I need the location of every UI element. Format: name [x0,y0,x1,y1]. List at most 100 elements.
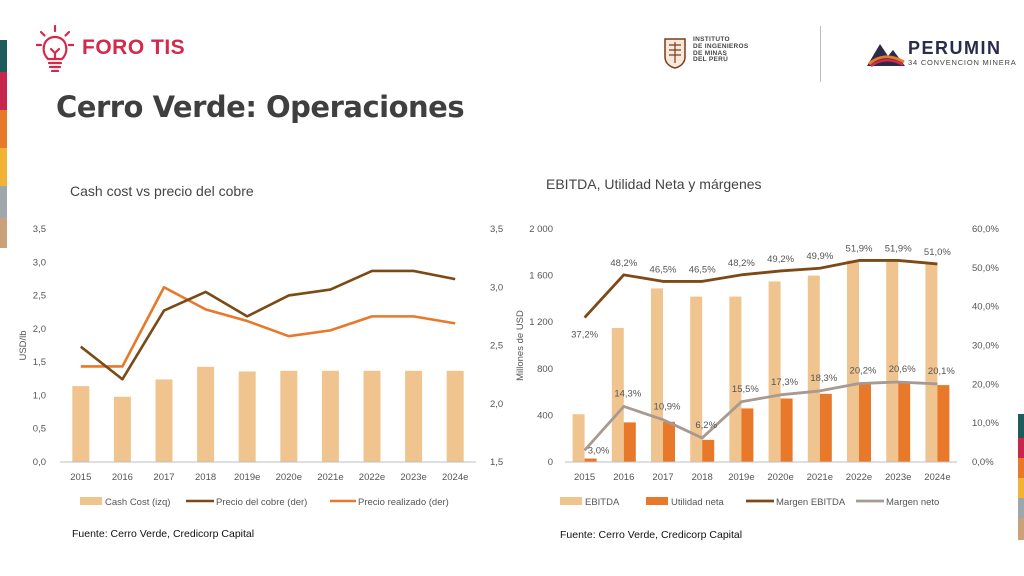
data-label-ebitda-margin: 51,9% [885,243,912,254]
line-ebitda-margin [583,259,938,319]
x-tick-label: 2019e [728,472,754,483]
y-tick-label-left: 1,5 [33,357,46,368]
data-label-ebitda-margin: 46,5% [689,264,716,275]
bar-ebitda [886,261,899,462]
legend-label: Utilidad neta [671,497,725,508]
perumin-name: PERUMIN [908,38,1002,58]
data-label-ebitda-margin: 37,2% [571,330,598,341]
data-label-net-margin: 20,6% [889,364,916,375]
y-tick-label-left: 0,0 [33,457,46,468]
perumin-subtitle: 34 CONVENCION MINERA [908,58,1017,67]
y-tick-label-left: 3,0 [33,257,46,268]
legend-swatch-cash-cost [80,497,102,505]
y-tick-label-right: 3,5 [490,224,503,235]
data-label-net-margin: 18,3% [810,373,837,384]
x-tick-label: 2024e [442,472,468,483]
y-tick-label-right: 10,0% [972,418,999,429]
bar-net-income [937,385,950,462]
bar-ebitda [847,260,859,462]
y-axis-label: Millones de USD [515,310,526,381]
bar-net-income [859,383,871,462]
iimp-line: DE MINAS [693,49,728,57]
x-tick-label: 2023e [400,472,426,483]
stripe-segment [1018,414,1024,438]
y-tick-label-left: 2,5 [33,291,46,302]
y-tick-label-left: 2,0 [33,324,46,335]
y-tick-label-right: 2,5 [490,341,503,352]
x-tick-label: 2020e [767,472,793,483]
iimp-logo: INSTITUTO DE INGENIEROS DE MINAS DEL PER… [663,36,749,69]
bar-ebitda [611,328,624,462]
bar-net-income [663,421,675,462]
stripe-segment [0,40,7,72]
data-label-ebitda-margin: 48,2% [610,258,637,269]
bar-ebitda [768,281,781,462]
chart-source-ebitda: Fuente: Cerro Verde, Credicorp Capital [560,529,743,541]
y-tick-label-left: 400 [537,410,553,421]
data-label-net-margin: 10,9% [654,402,681,413]
lightbulb-icon [36,24,74,72]
y-tick-label-right: 1,5 [490,457,503,468]
line-net-margin [583,380,938,452]
bar-cash-cost [446,370,464,462]
foro-tis-logo: FORO TIS [36,24,185,72]
y-tick-label-left: 3,5 [33,224,46,235]
bar-cash-cost [363,370,381,462]
data-label-ebitda-margin: 49,9% [806,251,833,262]
x-tick-label: 2019e [234,472,260,483]
line-realized-price [80,285,456,368]
shield-icon [664,38,686,69]
x-tick-label: 2024e [924,472,950,483]
x-tick-label: 2023e [885,472,911,483]
y-tick-label-left: 1,0 [33,390,46,401]
legend-label: Cash Cost (izq) [105,497,170,508]
bar-ebitda [572,414,585,462]
y-tick-label-left: 0 [548,457,553,468]
chart-title-ebitda: EBITDA, Utilidad Neta y márgenes [546,176,762,192]
data-label-ebitda-margin: 49,2% [767,254,794,265]
bar-cash-cost [321,370,339,462]
data-label-net-margin: 14,3% [614,388,641,399]
iimp-line: DE INGENIEROS [693,42,749,50]
ebitda-chart: 0 400 800 1 200 1 600 2 000 0,0% 10,0% 20,0% 30,0… [515,224,999,508]
bar-cash-cost [238,371,256,462]
stripe-segment [1018,458,1024,478]
x-tick-label: 2018 [195,472,216,483]
y-tick-label-right: 2,0 [490,399,503,410]
bar-net-income [584,458,597,462]
page-title: Cerro Verde: Operaciones [56,90,465,124]
data-label-net-margin: 15,5% [732,384,759,395]
x-tick-label: 2021e [317,472,343,483]
bar-ebitda [690,296,703,462]
stripe-segment [1018,438,1024,458]
stripe-segment [0,148,7,186]
bar-net-income [819,393,832,462]
chart-title-cash-cost: Cash cost vs precio del cobre [70,183,254,199]
line-copper-price [79,269,456,381]
y-tick-label-right: 30,0% [972,341,999,352]
stripe-segment [0,186,7,218]
y-tick-label-left: 0,5 [33,424,46,435]
bar-net-income [741,408,754,462]
brand-name: FORO TIS [82,36,186,59]
bar-net-income [898,381,911,462]
stripe-segment [0,72,7,110]
iimp-line: INSTITUTO [693,36,730,43]
legend-swatch-ebitda [560,497,582,505]
bar-ebitda [925,263,938,462]
data-label-net-margin: 17,3% [771,377,798,388]
chart-source-cash-cost: Fuente: Cerro Verde, Credicorp Capital [72,528,255,540]
stripe-segment [0,218,7,248]
y-tick-label-right: 40,0% [972,302,999,313]
legend-swatch-net-income [646,497,668,505]
y-axis-label: USD/lb [18,330,29,360]
data-label-net-margin: 20,2% [850,366,877,377]
x-tick-label: 2017 [153,472,174,483]
data-label-net-margin: 20,1% [928,366,955,377]
x-tick-label: 2015 [70,472,91,483]
x-tick-label: 2015 [574,472,595,483]
legend-label: Precio del cobre (der) [216,497,307,508]
x-tick-label: 2016 [613,472,634,483]
perumin-logo: PERUMIN 34 CONVENCION MINERA [866,38,1016,73]
header-divider [820,26,821,82]
